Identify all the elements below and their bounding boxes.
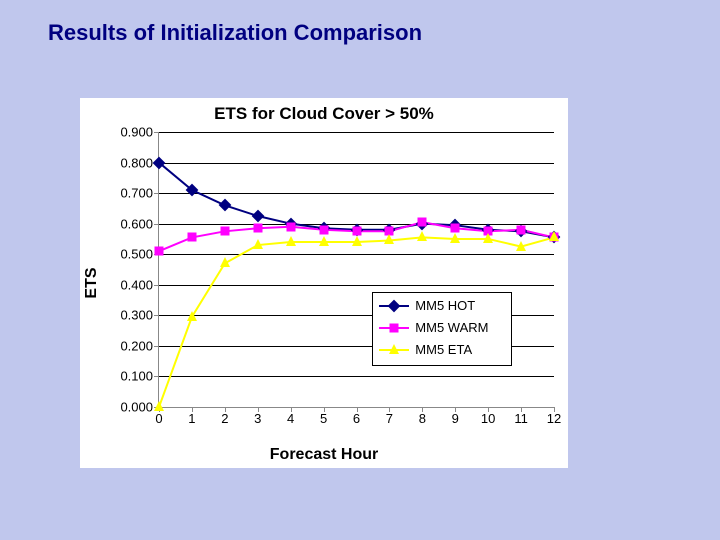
- x-axis-label: Forecast Hour: [80, 446, 568, 464]
- data-marker: [319, 236, 329, 246]
- plot-area: 0.0000.1000.2000.3000.4000.5000.6000.700…: [158, 132, 554, 408]
- legend-marker-icon: [389, 344, 399, 354]
- legend-label: MM5 WARM: [415, 320, 488, 335]
- data-marker: [187, 233, 196, 242]
- legend-label: MM5 ETA: [415, 342, 472, 357]
- x-tick-mark: [258, 407, 259, 412]
- data-marker: [319, 225, 328, 234]
- data-marker: [483, 233, 493, 243]
- y-tick-label: 0.600: [103, 216, 159, 231]
- data-marker: [154, 401, 164, 411]
- legend-item: MM5 WARM: [379, 317, 505, 339]
- data-marker: [220, 257, 230, 267]
- data-marker: [155, 247, 164, 256]
- legend-label: MM5 HOT: [415, 298, 475, 313]
- data-marker: [384, 234, 394, 244]
- data-marker: [516, 241, 526, 251]
- legend-swatch: [379, 298, 409, 314]
- y-tick-label: 0.300: [103, 308, 159, 323]
- y-tick-label: 0.200: [103, 338, 159, 353]
- data-marker: [253, 239, 263, 249]
- y-tick-label: 0.500: [103, 247, 159, 262]
- x-tick-mark: [192, 407, 193, 412]
- chart-title: ETS for Cloud Cover > 50%: [80, 104, 568, 124]
- x-tick-mark: [324, 407, 325, 412]
- legend-swatch: [379, 342, 409, 358]
- y-tick-label: 0.000: [103, 400, 159, 415]
- legend-marker-icon: [390, 323, 399, 332]
- data-marker: [549, 231, 559, 241]
- data-marker: [352, 236, 362, 246]
- data-marker: [417, 231, 427, 241]
- data-marker: [286, 222, 295, 231]
- series-svg: [159, 132, 554, 407]
- x-tick-mark: [554, 407, 555, 412]
- x-tick-mark: [455, 407, 456, 412]
- data-marker: [451, 224, 460, 233]
- y-tick-label: 0.400: [103, 277, 159, 292]
- y-tick-label: 0.100: [103, 369, 159, 384]
- y-axis-label: ETS: [83, 267, 101, 298]
- x-tick-mark: [225, 407, 226, 412]
- y-tick-label: 0.700: [103, 186, 159, 201]
- y-tick-label: 0.800: [103, 155, 159, 170]
- slide-title: Results of Initialization Comparison: [48, 20, 422, 46]
- x-tick-mark: [291, 407, 292, 412]
- data-marker: [517, 225, 526, 234]
- data-marker: [286, 236, 296, 246]
- legend-item: MM5 HOT: [379, 295, 505, 317]
- slide-root: Results of Initialization Comparison ETS…: [0, 0, 720, 540]
- data-marker: [187, 311, 197, 321]
- legend: MM5 HOT MM5 WARM MM5 ETA: [372, 292, 512, 366]
- data-marker: [220, 227, 229, 236]
- legend-marker-icon: [388, 299, 401, 312]
- legend-item: MM5 ETA: [379, 339, 505, 361]
- x-tick-mark: [488, 407, 489, 412]
- data-marker: [450, 233, 460, 243]
- legend-swatch: [379, 320, 409, 336]
- x-tick-mark: [521, 407, 522, 412]
- chart-container: ETS for Cloud Cover > 50% ETS Forecast H…: [80, 98, 568, 468]
- data-marker: [418, 218, 427, 227]
- y-tick-label: 0.900: [103, 125, 159, 140]
- data-marker: [253, 224, 262, 233]
- x-tick-mark: [389, 407, 390, 412]
- data-marker: [352, 227, 361, 236]
- x-tick-mark: [357, 407, 358, 412]
- x-tick-mark: [422, 407, 423, 412]
